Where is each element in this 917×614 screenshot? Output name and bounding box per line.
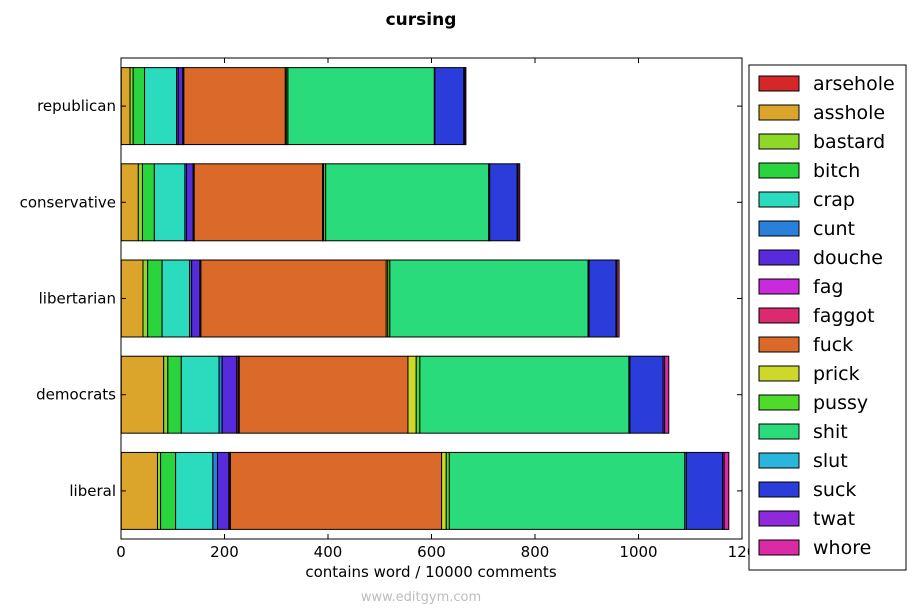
bar-conservative-crap [153,163,186,242]
legend-swatch-douche [758,249,800,266]
legend-swatch-cunt [758,220,800,237]
legend: arsehole asshole bastard bitch crap cunt douch… [748,64,907,571]
legend-swatch-whore [758,539,800,556]
bar-liberal-crap [175,451,214,530]
legend-label-twat: twat [813,508,855,530]
bar-libertarian-suck [588,259,617,338]
legend-swatch-faggot [758,307,800,324]
bar-democrats-pussy [415,355,421,434]
legend-swatch-suck [758,481,800,498]
chart-title: cursing [386,10,457,30]
bar-republican-crap [144,67,178,146]
legend-swatch-prick [758,365,800,382]
watermark: www.editgym.com [361,590,481,605]
bar-democrats-bitch [167,355,182,434]
bar-republican-douche [177,67,184,146]
bar-republican-fuck [183,67,286,146]
bar-liberal-bitch [160,451,177,530]
y-tick-label-democrats: democrats [36,386,116,404]
bar-liberal-suck [685,451,724,530]
y-tick-label-conservative: conservative [20,193,116,211]
legend-label-whore: whore [813,537,871,559]
legend-swatch-fag [758,278,800,295]
legend-label-cunt: cunt [813,218,855,240]
bar-libertarian-douche [191,259,201,338]
bar-conservative-whore [517,163,521,242]
bar-conservative-suck [489,163,518,242]
y-axis-ticks: liberal democrats libertarian conservative r… [20,97,742,500]
legend-label-bastard: bastard [813,131,885,153]
bar-democrats-prick [407,355,417,434]
bar-libertarian-whore [616,259,620,338]
bar-republican-whore [464,67,467,146]
bar-conservative-fuck [193,163,324,242]
legend-swatch-twat [758,510,800,527]
y-tick-label-libertarian: libertarian [39,290,116,308]
legend-swatch-bitch [758,162,800,179]
bar-libertarian-bitch [147,259,163,338]
bar-liberal-whore [723,451,730,530]
legend-label-crap: crap [813,189,855,211]
legend-label-slut: slut [813,450,848,472]
legend-label-asshole: asshole [813,102,885,124]
bar-democrats-asshole [120,355,165,434]
bar-liberal-prick [441,451,447,530]
bar-libertarian-fuck [200,259,387,338]
legend-label-arsehole: arsehole [813,73,895,95]
bar-liberal-fuck [229,451,443,530]
x-tick-label-1000: 1000 [619,543,657,561]
y-tick-label-republican: republican [37,97,116,115]
legend-label-fuck: fuck [813,334,853,356]
y-tick-label-liberal: liberal [69,482,116,500]
legend-label-suck: suck [813,479,856,501]
legend-label-faggot: faggot [813,305,875,327]
bar-liberal-douche [217,451,230,530]
bars-group [120,67,730,530]
bar-democrats-fuck [238,355,409,434]
bar-conservative-bastard [137,163,143,242]
bar-liberal-shit [448,451,686,530]
x-tick-label-400: 400 [314,543,343,561]
legend-swatch-bastard [758,133,800,150]
bar-republican-suck [434,67,465,146]
bar-democrats-bastard [163,355,169,434]
legend-label-prick: prick [813,363,860,385]
legend-swatch-shit [758,423,800,440]
x-tick-label-800: 800 [521,543,550,561]
legend-swatch-fuck [758,336,800,353]
legend-label-douche: douche [813,247,883,269]
plot-frame [120,57,743,540]
bar-democrats-suck [629,355,664,434]
bar-democrats-whore [664,355,670,434]
legend-label-bitch: bitch [813,160,860,182]
legend-label-shit: shit [813,421,848,443]
legend-swatch-slut [758,452,800,469]
bar-libertarian-bastard [142,259,149,338]
bar-democrats-douche [221,355,238,434]
bar-liberal-cunt [212,451,219,530]
x-tick-label-0: 0 [116,543,126,561]
bar-conservative-douche [185,163,194,242]
x-tick-label-600: 600 [417,543,446,561]
x-axis-ticks: 0 200 400 600 800 1000 120 [116,58,756,561]
legend-label-pussy: pussy [813,392,868,414]
legend-swatch-asshole [758,104,800,121]
bar-libertarian-shit [389,259,589,338]
legend-swatch-crap [758,191,800,208]
bar-conservative-shit [325,163,490,242]
bar-libertarian-crap [161,259,191,338]
x-tick-label-200: 200 [210,543,239,561]
legend-swatch-pussy [758,394,800,411]
bar-liberal-asshole [120,451,158,530]
bar-democrats-shit [419,355,630,434]
bar-conservative-bitch [141,163,155,242]
legend-swatch-arsehole [758,75,800,92]
bar-democrats-crap [180,355,220,434]
x-axis-label: contains word / 10000 comments [305,563,556,581]
bar-republican-bitch [132,67,146,146]
bar-republican-shit [287,67,435,146]
legend-label-fag: fag [813,276,843,298]
